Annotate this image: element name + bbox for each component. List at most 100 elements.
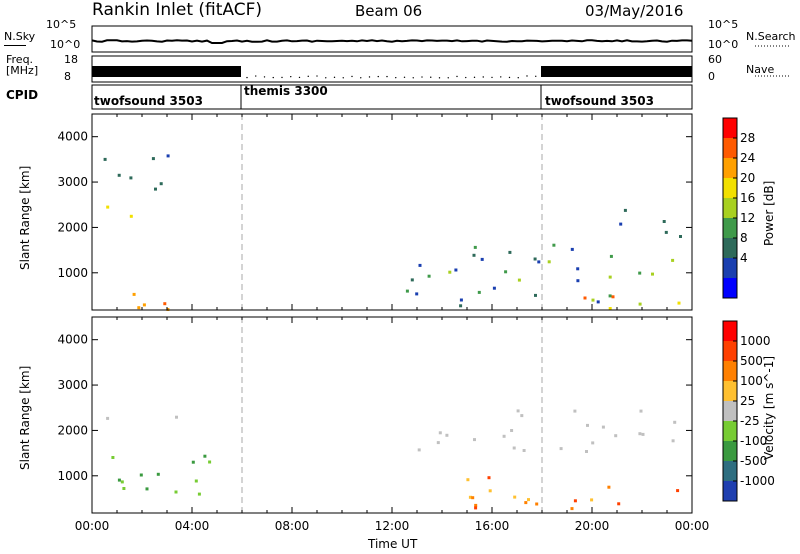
power-panel-frame	[91, 113, 693, 311]
data-cell	[608, 307, 612, 310]
data-cell	[576, 279, 580, 283]
data-cell	[534, 293, 537, 297]
colorbar-swatch	[723, 238, 737, 258]
data-cell	[418, 263, 422, 267]
data-cell	[156, 472, 160, 476]
data-cell	[679, 235, 682, 238]
colorbar-tick-label: -25	[740, 414, 760, 428]
noise-panel-frame	[91, 25, 693, 53]
colorbar-swatch	[723, 321, 737, 341]
colorbar-swatch	[723, 218, 737, 238]
nave-tick-low: 0	[708, 70, 715, 83]
nave-point	[430, 76, 432, 78]
data-cell	[111, 456, 115, 459]
data-cell	[608, 275, 612, 279]
data-cell	[641, 432, 645, 436]
data-cell	[585, 450, 588, 453]
data-cell	[132, 292, 136, 296]
freq-unit-label: [MHz]	[6, 64, 39, 77]
data-cell	[477, 290, 481, 294]
data-cell	[608, 294, 612, 298]
data-cell	[677, 301, 681, 305]
colorbar-swatch	[723, 198, 737, 218]
colorbar-swatch	[723, 158, 737, 178]
data-cell	[512, 446, 516, 450]
data-cell	[194, 479, 198, 483]
data-cell	[552, 243, 556, 247]
nave-point	[386, 75, 388, 78]
data-cell	[524, 501, 528, 505]
data-cell	[445, 433, 449, 437]
colorbar-frame	[722, 117, 738, 299]
station-title: Rankin Inlet (fitACF)	[92, 0, 263, 20]
power-colorbar: 28 24 20 16 12 8 4	[722, 117, 755, 299]
colorbar-swatch	[723, 138, 737, 158]
y-tick-label: 3000	[57, 378, 88, 392]
nave-point	[246, 76, 248, 79]
nave-point	[456, 75, 458, 78]
data-cell	[504, 270, 508, 274]
nave-point	[342, 77, 344, 79]
x-tick-label: 16:00	[475, 519, 510, 533]
data-cell	[405, 289, 409, 293]
data-cell	[139, 473, 143, 477]
data-cell	[473, 438, 476, 442]
data-cell	[517, 278, 521, 282]
data-cell	[617, 502, 621, 506]
freq-band-2	[541, 66, 692, 77]
data-cell	[474, 506, 478, 510]
nave-point	[368, 76, 371, 78]
nave-point	[438, 77, 441, 79]
data-cell	[151, 157, 155, 161]
data-cell	[474, 503, 478, 507]
data-cell	[145, 487, 149, 491]
x-tick-label: 08:00	[275, 519, 310, 533]
nave-tick-high: 60	[708, 53, 722, 66]
nave-point	[465, 76, 467, 79]
data-cell	[662, 220, 666, 223]
nave-point	[491, 76, 493, 79]
data-cell	[197, 492, 201, 496]
nave-point	[263, 76, 266, 78]
data-cell	[510, 429, 514, 432]
data-cell	[122, 487, 126, 490]
colorbar-tick-label: 20	[740, 171, 755, 185]
nave-point	[307, 75, 309, 78]
nsky-label: N.Sky	[4, 30, 36, 43]
data-cell	[547, 260, 551, 264]
data-cell	[638, 432, 642, 436]
velocity-panel-frame	[91, 316, 693, 514]
colorbar-tick-label: -500	[740, 454, 767, 468]
nsearch-label: N.Search	[746, 30, 796, 43]
y-tick-label: 1000	[57, 266, 88, 280]
data-cell	[537, 260, 541, 264]
data-cell	[471, 496, 475, 500]
data-cell	[502, 434, 506, 438]
y-tick-label: 4000	[57, 333, 88, 347]
data-cell	[573, 409, 577, 413]
nsearch-tick-high: 10^5	[708, 18, 739, 31]
data-cell	[448, 270, 452, 274]
freq-band-1	[92, 66, 241, 77]
data-cell	[454, 268, 458, 272]
colorbar-tick-label: 24	[740, 151, 755, 165]
data-cell	[671, 258, 675, 262]
data-cell	[106, 205, 110, 209]
data-cell	[488, 489, 492, 493]
colorbar-tick-label: 12	[740, 211, 755, 225]
data-cell	[468, 495, 472, 499]
data-cell	[117, 173, 121, 177]
colorbar-tick-label: 4	[740, 251, 748, 265]
data-cell	[154, 187, 157, 191]
colorbar-tick-label: 500	[740, 354, 763, 368]
nave-point	[526, 75, 528, 77]
data-cell	[492, 286, 496, 290]
nave-point	[377, 75, 379, 78]
nsky-series	[91, 39, 693, 44]
data-cell	[472, 253, 476, 257]
data-cell	[609, 254, 613, 258]
data-cell	[516, 409, 520, 413]
data-cell	[106, 416, 110, 420]
colorbar-swatch	[723, 178, 737, 198]
x-tick-label: 00:00	[75, 519, 110, 533]
